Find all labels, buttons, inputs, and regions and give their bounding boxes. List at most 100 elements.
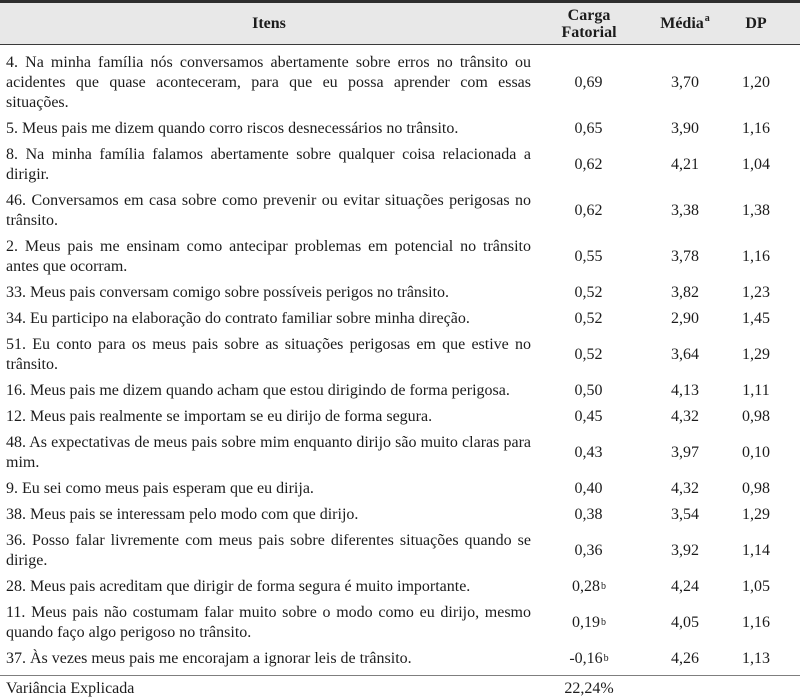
header-media-label: Médiaa	[660, 14, 710, 33]
table-row: 51. Eu conto para os meus pais sobre as …	[0, 335, 800, 375]
dp-value: 1,04	[742, 156, 770, 173]
carga-fatorial-cell: 0,52	[538, 309, 640, 329]
media-value: 3,97	[671, 444, 699, 461]
item-text-content: 28. Meus pais acreditam que dirigir de f…	[6, 578, 471, 595]
item-text: 33. Meus pais conversam comigo sobre pos…	[0, 283, 538, 303]
dp-cell: 1,29	[730, 335, 782, 375]
item-text: 37. Às vezes meus pais me encorajam a ig…	[0, 649, 538, 669]
variance-value: 22,24%	[564, 679, 614, 697]
media-cell: 4,32	[640, 479, 730, 499]
dp-value: 1,16	[742, 120, 770, 137]
table-row: 46. Conversamos em casa sobre como preve…	[0, 191, 800, 231]
item-text: 48. As expectativas de meus pais sobre m…	[0, 433, 538, 473]
carga-fatorial-cell: 0,65	[538, 119, 640, 139]
carga-fatorial-value: 0,19	[572, 614, 600, 631]
media-value: 3,78	[671, 248, 699, 265]
item-text-content: 51. Eu conto para os meus pais sobre as …	[6, 336, 531, 373]
header-itens: Itens	[0, 15, 538, 33]
carga-fatorial-value: 0,36	[574, 542, 603, 559]
item-text-content: 48. As expectativas de meus pais sobre m…	[6, 434, 531, 471]
carga-fatorial-cell: 0,55	[538, 237, 640, 277]
media-value: 4,32	[671, 480, 699, 497]
carga-fatorial-value: 0,52	[574, 310, 603, 327]
carga-fatorial-value: 0,43	[574, 444, 603, 461]
dp-cell: 1,38	[730, 191, 782, 231]
media-value: 4,24	[671, 578, 699, 595]
carga-fatorial-cell: 0,45	[538, 407, 640, 427]
item-text: 8. Na minha família falamos abertamente …	[0, 145, 538, 185]
item-text-content: 16. Meus pais me dizem quando acham que …	[6, 382, 510, 399]
media-value: 4,32	[671, 408, 699, 425]
carga-fatorial-cell: 0,52	[538, 335, 640, 375]
table-row: 16. Meus pais me dizem quando acham que …	[0, 381, 800, 401]
item-text-content: 8. Na minha família falamos abertamente …	[6, 146, 531, 183]
dp-value: 0,98	[742, 480, 770, 497]
dp-cell: 1,16	[730, 119, 782, 139]
table-row: 12. Meus pais realmente se importam se e…	[0, 407, 800, 427]
table-row: 2. Meus pais me ensinam como antecipar p…	[0, 237, 800, 277]
dp-cell: 1,04	[730, 145, 782, 185]
table-row: 37. Às vezes meus pais me encorajam a ig…	[0, 649, 800, 669]
dp-value: 0,98	[742, 408, 770, 425]
media-value: 3,90	[671, 120, 699, 137]
table-row: 33. Meus pais conversam comigo sobre pos…	[0, 283, 800, 303]
table-header-row: Itens Carga Fatorial Médiaa DP	[0, 3, 800, 45]
media-cell: 4,05	[640, 603, 730, 643]
item-text-content: 4. Na minha família nós conversamos aber…	[6, 54, 531, 111]
dp-value: 1,29	[742, 506, 770, 523]
dp-cell: 1,23	[730, 283, 782, 303]
header-carga-fatorial-label: Carga Fatorial	[561, 6, 617, 41]
carga-fatorial-value: 0,52	[574, 284, 603, 301]
header-dp: DP	[730, 15, 782, 33]
dp-cell: 1,13	[730, 649, 782, 669]
item-text-content: 38. Meus pais se interessam pelo modo co…	[6, 506, 359, 523]
media-cell: 3,78	[640, 237, 730, 277]
item-text: 51. Eu conto para os meus pais sobre as …	[0, 335, 538, 375]
dp-cell: 1,05	[730, 577, 782, 597]
media-value: 3,82	[671, 284, 699, 301]
media-cell: 4,26	[640, 649, 730, 669]
item-text: 46. Conversamos em casa sobre como preve…	[0, 191, 538, 231]
item-text: 38. Meus pais se interessam pelo modo co…	[0, 505, 538, 525]
item-text: 36. Posso falar livremente com meus pais…	[0, 531, 538, 571]
carga-fatorial-cell: 0,36	[538, 531, 640, 571]
carga-fatorial-cell: 0,62	[538, 191, 640, 231]
variance-label: Variância Explicada	[6, 679, 135, 697]
media-cell: 3,54	[640, 505, 730, 525]
media-value: 4,05	[671, 614, 699, 631]
carga-fatorial-value: -0,16	[569, 650, 603, 667]
carga-fatorial-value: 0,62	[574, 202, 603, 219]
carga-fatorial-value: 0,28	[572, 578, 600, 595]
media-cell: 3,97	[640, 433, 730, 473]
dp-value: 1,29	[742, 346, 770, 363]
header-media-text: Média	[660, 14, 704, 32]
dp-cell: 0,10	[730, 433, 782, 473]
dp-value: 1,45	[742, 310, 770, 327]
media-value: 3,38	[671, 202, 699, 219]
table-body: 4. Na minha família nós conversamos aber…	[0, 45, 800, 675]
carga-fatorial-cell: 0,52	[538, 283, 640, 303]
dp-cell: 1,16	[730, 603, 782, 643]
table-row: 5. Meus pais me dizem quando corro risco…	[0, 119, 800, 139]
media-cell: 3,92	[640, 531, 730, 571]
carga-fatorial-cell: 0,19 b	[572, 614, 606, 631]
dp-value: 0,10	[742, 444, 770, 461]
item-text: 28. Meus pais acreditam que dirigir de f…	[0, 577, 538, 597]
item-text: 16. Meus pais me dizem quando acham que …	[0, 381, 538, 401]
dp-value: 1,16	[742, 248, 770, 265]
media-value: 4,26	[671, 650, 699, 667]
carga-fatorial-cell: 0,62	[538, 145, 640, 185]
item-text: 34. Eu participo na elaboração do contra…	[0, 309, 538, 329]
media-cell: 4,32	[640, 407, 730, 427]
item-text-content: 34. Eu participo na elaboração do contra…	[6, 310, 470, 327]
carga-fatorial-value: 0,52	[574, 346, 603, 363]
item-text-content: 12. Meus pais realmente se importam se e…	[6, 408, 433, 425]
carga-fatorial-cell: 0,69	[538, 53, 640, 113]
media-cell: 3,38	[640, 191, 730, 231]
header-itens-label: Itens	[252, 14, 286, 32]
variance-row: Variância Explicada 22,24%	[0, 675, 800, 699]
media-value: 4,13	[671, 382, 699, 399]
media-value: 4,21	[671, 156, 699, 173]
carga-fatorial-value: 0,40	[574, 480, 603, 497]
